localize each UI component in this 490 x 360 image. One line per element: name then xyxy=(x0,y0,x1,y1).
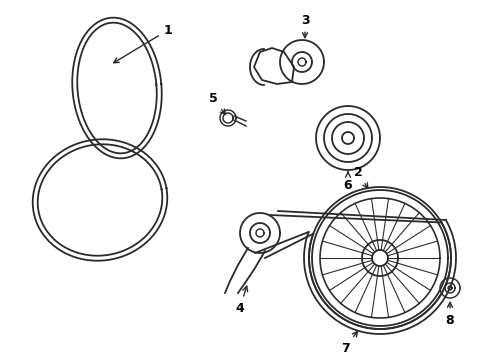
Text: 7: 7 xyxy=(341,332,357,355)
Text: 6: 6 xyxy=(343,172,352,192)
Text: 1: 1 xyxy=(114,23,172,63)
Text: 2: 2 xyxy=(354,166,368,188)
Text: 5: 5 xyxy=(209,91,225,114)
Text: 8: 8 xyxy=(446,302,454,327)
Text: 4: 4 xyxy=(236,286,247,315)
Text: 3: 3 xyxy=(301,14,309,38)
